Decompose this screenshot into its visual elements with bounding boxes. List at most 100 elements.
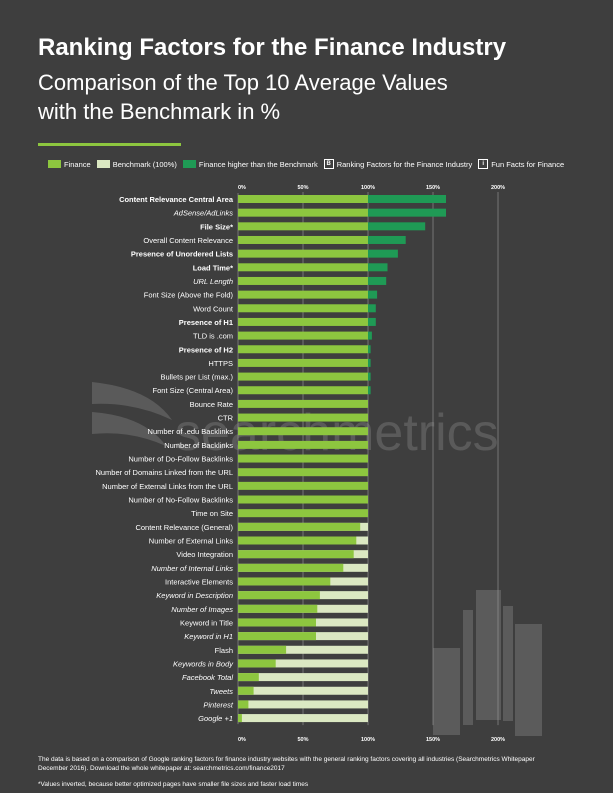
category-label: Content Relevance (General): [135, 523, 233, 532]
category-label: Keyword in Title: [180, 618, 233, 627]
finance-bar: [238, 454, 368, 463]
legend-item-finance: Finance: [48, 160, 91, 169]
finance-bar: [238, 673, 259, 682]
category-label: Number of External Links: [149, 537, 233, 546]
finance-bar: [238, 550, 354, 559]
finance-bar: [238, 495, 368, 504]
decoration-bars: [433, 590, 542, 736]
page-title: Ranking Factors for the Finance Industry: [38, 34, 507, 61]
chart-legend: Finance Benchmark (100%) Finance higher …: [48, 159, 570, 169]
finance-bar: [238, 440, 368, 449]
category-label: Presence of H2: [179, 345, 233, 354]
category-label: Time on Site: [191, 509, 233, 518]
benchmark-bar: [238, 645, 368, 654]
legend-item-ranking: B Ranking Factors for the Finance Indust…: [323, 159, 473, 169]
finance-higher-bar: [368, 345, 371, 354]
legend-label-ranking: Ranking Factors for the Finance Industry: [336, 159, 473, 169]
category-label: Number of Backlinks: [164, 441, 233, 450]
title-divider: [38, 143, 181, 146]
category-label: Content Relevance Central Area: [119, 195, 234, 204]
category-label: Word Count: [193, 304, 234, 313]
legend-label-benchmark: Benchmark (100%): [112, 159, 177, 169]
category-label: Font Size (Central Area): [153, 386, 234, 395]
finance-bar: [238, 591, 320, 600]
footer-note: The data is based on a comparison of Goo…: [38, 755, 598, 773]
legend-label-fun: Fun Facts for Finance: [491, 159, 565, 169]
finance-bar: [238, 386, 368, 395]
x-tick-label: 50%: [297, 185, 308, 191]
footer-note-line-1: The data is based on a comparison of Goo…: [38, 756, 535, 763]
subtitle-line-1: Comparison of the Top 10 Average Values: [38, 70, 448, 95]
finance-bar: [238, 358, 368, 367]
decoration-bar: [476, 590, 501, 720]
benchmark-bar: [238, 659, 368, 668]
finance-bar: [238, 645, 287, 654]
finance-bar: [238, 700, 249, 709]
finance-higher-bar: [368, 331, 372, 340]
x-tick-label: 200%: [491, 737, 505, 743]
category-label: Keyword in Description: [156, 591, 233, 600]
finance-bar: [238, 372, 368, 381]
x-tick-label: 0%: [238, 737, 246, 743]
category-label: Facebook Total: [182, 673, 233, 682]
category-label: Tweets: [209, 687, 233, 696]
finance-bar: [238, 208, 368, 217]
finance-bar: [238, 509, 368, 518]
decoration-bar: [433, 648, 460, 735]
finance-bar: [238, 222, 368, 231]
x-tick-label: 200%: [491, 185, 505, 191]
category-label: Video Integration: [176, 550, 233, 559]
benchmark-bar: [238, 700, 368, 709]
category-label: Bounce Rate: [190, 400, 233, 409]
finance-higher-bar: [368, 249, 398, 258]
subtitle-line-2: with the Benchmark in %: [38, 99, 281, 124]
category-label: Presence of Unordered Lists: [131, 250, 233, 259]
x-tick-label: 50%: [297, 737, 308, 743]
finance-higher-bar: [368, 276, 387, 285]
x-tick-label: 0%: [238, 185, 246, 191]
decoration-bar: [515, 624, 542, 736]
finance-bar: [238, 304, 368, 313]
category-label: Load Time*: [193, 263, 233, 272]
benchmark-bar: [238, 686, 368, 695]
finance-bar: [238, 604, 318, 613]
finance-bar: [238, 468, 368, 477]
finance-bar: [238, 481, 368, 490]
finance-bar: [238, 263, 368, 272]
ranking-box-icon: B: [323, 159, 334, 169]
category-label: Number of Domains Linked from the URL: [95, 468, 233, 477]
category-label: Presence of H1: [179, 318, 233, 327]
finance-bar: [238, 235, 368, 244]
x-tick-label: 100%: [361, 185, 375, 191]
finance-higher-bar: [368, 263, 388, 272]
finance-higher-bar: [368, 304, 376, 313]
finance-higher-bar: [368, 222, 426, 231]
finance-higher-bar: [368, 358, 371, 367]
legend-item-higher: Finance higher than the Benchmark: [182, 159, 318, 169]
category-label: TLD is .com: [193, 332, 233, 341]
finance-bar: [238, 659, 276, 668]
finance-bar: [238, 522, 361, 531]
chart-category-labels: Content Relevance Central Area AdSense/Ad…: [95, 195, 234, 723]
finance-bar: [238, 195, 368, 203]
finance-bar: [238, 618, 316, 627]
finance-higher-bar: [368, 195, 446, 203]
benchmark-bar: [238, 714, 368, 723]
category-label: Keywords in Body: [173, 659, 234, 668]
x-axis-ticks-bottom: 0% 50% 100% 150% 200%: [238, 737, 505, 743]
finance-bar: [238, 345, 368, 354]
category-label: Number of .edu Backlinks: [148, 427, 234, 436]
finance-bar: [238, 276, 368, 285]
finance-bar: [238, 632, 316, 641]
legend-item-benchmark: Benchmark (100%): [96, 159, 177, 169]
category-label: Number of Do-Follow Backlinks: [128, 455, 233, 464]
finance-bar: [238, 413, 368, 422]
finance-bar: [238, 563, 344, 572]
finance-bar: [238, 290, 368, 299]
footer-asterisk-note: *Values inverted, because better optimiz…: [38, 781, 309, 788]
legend-swatch-benchmark: [96, 160, 110, 168]
chart-bars: [238, 195, 446, 723]
legend-label-higher: Finance higher than the Benchmark: [198, 159, 318, 169]
finance-bar: [238, 331, 368, 340]
